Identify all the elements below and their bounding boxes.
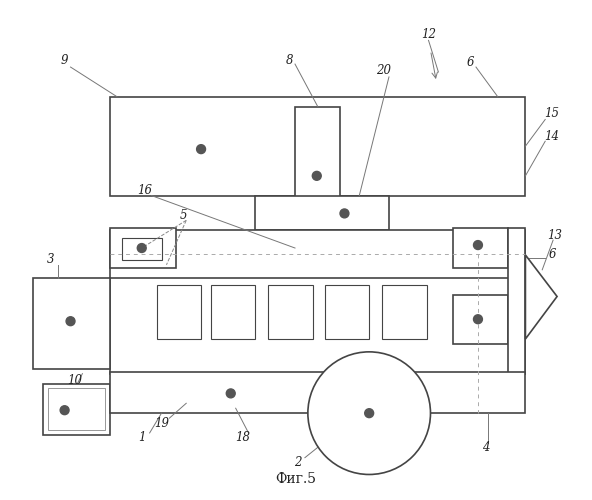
Polygon shape xyxy=(526,255,557,339)
Bar xyxy=(382,284,426,339)
Bar xyxy=(48,388,105,430)
Bar xyxy=(256,196,389,230)
Bar xyxy=(110,372,526,413)
Text: 5: 5 xyxy=(179,209,187,222)
Circle shape xyxy=(66,317,75,326)
Text: 6: 6 xyxy=(466,56,474,68)
Text: 16: 16 xyxy=(137,184,152,197)
Text: 13: 13 xyxy=(548,228,562,241)
Circle shape xyxy=(340,209,349,218)
Circle shape xyxy=(197,144,205,154)
Bar xyxy=(295,106,339,230)
Circle shape xyxy=(60,406,69,414)
Bar xyxy=(43,384,110,435)
Circle shape xyxy=(226,389,235,398)
Bar xyxy=(33,278,110,368)
Bar xyxy=(453,228,507,268)
Text: 6: 6 xyxy=(548,248,556,262)
Text: 18: 18 xyxy=(235,432,250,444)
Bar xyxy=(453,294,507,344)
Circle shape xyxy=(308,352,430,474)
Text: 2: 2 xyxy=(294,456,302,469)
Text: 9: 9 xyxy=(61,54,68,66)
Bar xyxy=(110,230,526,280)
Text: 15: 15 xyxy=(545,107,559,120)
Bar xyxy=(110,278,526,374)
Bar xyxy=(324,284,369,339)
Text: 3: 3 xyxy=(47,254,54,266)
Text: 20: 20 xyxy=(377,64,391,76)
Bar xyxy=(268,284,313,339)
Bar xyxy=(507,228,526,374)
Text: 8: 8 xyxy=(287,54,294,66)
Bar xyxy=(122,238,162,260)
Bar xyxy=(110,96,526,196)
Bar xyxy=(211,284,256,339)
Bar xyxy=(110,228,176,268)
Text: 12: 12 xyxy=(421,28,436,41)
Text: 14: 14 xyxy=(545,130,559,143)
Circle shape xyxy=(137,244,146,252)
Circle shape xyxy=(313,172,321,180)
Text: 4: 4 xyxy=(482,442,490,454)
Circle shape xyxy=(474,315,482,324)
Text: 19: 19 xyxy=(154,416,169,430)
Text: 10: 10 xyxy=(67,374,82,387)
Circle shape xyxy=(365,408,374,418)
Text: 1: 1 xyxy=(138,432,146,444)
Text: Фиг.5: Фиг.5 xyxy=(275,472,317,486)
Circle shape xyxy=(474,240,482,250)
Bar xyxy=(156,284,201,339)
